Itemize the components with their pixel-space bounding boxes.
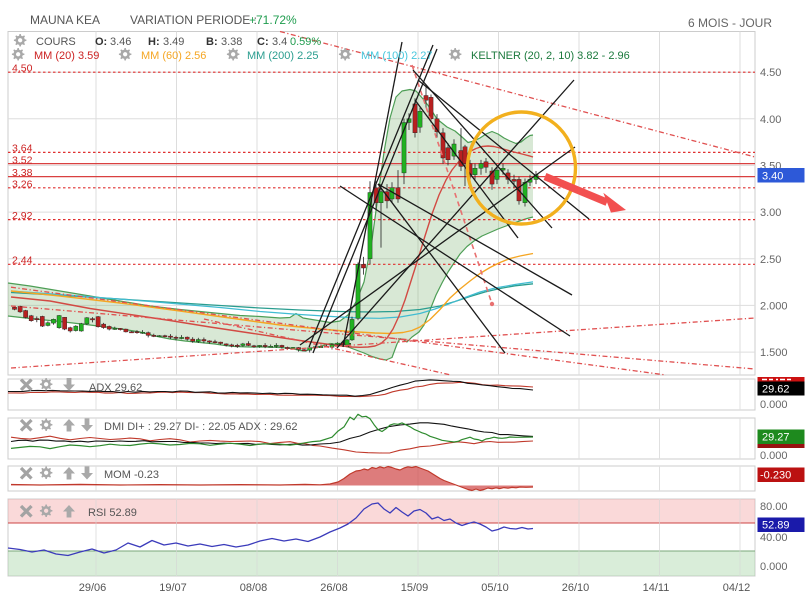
svg-text:0.59%: 0.59% — [290, 36, 321, 48]
svg-text:80.00: 80.00 — [760, 501, 788, 513]
svg-text:52.89: 52.89 — [762, 520, 790, 532]
svg-text:3.38: 3.38 — [12, 167, 33, 179]
svg-text:C:: C: — [257, 36, 269, 48]
svg-text:0.000: 0.000 — [760, 399, 788, 411]
svg-text:3.00: 3.00 — [760, 207, 781, 219]
svg-text:3.4: 3.4 — [272, 36, 287, 48]
svg-text:MM (200) 2.25: MM (200) 2.25 — [247, 50, 319, 62]
svg-text:05/10: 05/10 — [481, 582, 509, 594]
svg-text:2.92: 2.92 — [12, 210, 33, 222]
svg-text:29.62: 29.62 — [762, 384, 790, 396]
svg-text:MM (20) 3.59: MM (20) 3.59 — [34, 50, 99, 62]
svg-text:14/11: 14/11 — [643, 582, 670, 594]
svg-text:26/10: 26/10 — [562, 582, 590, 594]
svg-text:MAUNA KEA: MAUNA KEA — [30, 13, 100, 27]
svg-text:4.50: 4.50 — [12, 63, 33, 75]
svg-text:2.50: 2.50 — [760, 254, 781, 266]
svg-text:2.000: 2.000 — [760, 300, 788, 312]
svg-text:26/08: 26/08 — [320, 582, 348, 594]
svg-text:3.52: 3.52 — [12, 155, 33, 167]
svg-text:3.49: 3.49 — [163, 36, 184, 48]
svg-text:3.38: 3.38 — [221, 36, 242, 48]
svg-text:04/12: 04/12 — [723, 582, 751, 594]
svg-text:3.40: 3.40 — [762, 171, 783, 183]
svg-text:KELTNER (20, 2, 10) 3.82 - 2.: KELTNER (20, 2, 10) 3.82 - 2.96 — [471, 50, 630, 62]
svg-text:29/06: 29/06 — [79, 582, 107, 594]
svg-text:1.500: 1.500 — [760, 347, 788, 359]
svg-text:2.44: 2.44 — [12, 255, 33, 267]
svg-text:0.000: 0.000 — [760, 450, 788, 462]
svg-text:H:: H: — [148, 36, 160, 48]
svg-text:08/08: 08/08 — [240, 582, 268, 594]
svg-text:B:: B: — [206, 36, 218, 48]
svg-text:3.64: 3.64 — [12, 143, 33, 155]
svg-text:DMI DI+ : 29.27 DI- : 22.05 A: DMI DI+ : 29.27 DI- : 22.05 ADX : 29.62 — [104, 421, 298, 433]
svg-text:VARIATION PERIODE :: VARIATION PERIODE : — [130, 13, 257, 27]
svg-text:ADX 29.62: ADX 29.62 — [89, 382, 142, 394]
svg-text:6 MOIS - JOUR: 6 MOIS - JOUR — [688, 16, 772, 30]
svg-text:29.27: 29.27 — [762, 432, 790, 444]
svg-text:+71.72%: +71.72% — [249, 13, 297, 27]
svg-text:-0.230: -0.230 — [760, 470, 791, 482]
svg-text:19/07: 19/07 — [159, 582, 187, 594]
svg-text:MOM -0.23: MOM -0.23 — [104, 469, 159, 481]
svg-text:0.000: 0.000 — [760, 561, 788, 573]
svg-text:COURS: COURS — [36, 36, 76, 48]
svg-text:MM (60) 2.56: MM (60) 2.56 — [141, 50, 206, 62]
svg-text:RSI 52.89: RSI 52.89 — [88, 507, 137, 519]
svg-text:40.00: 40.00 — [760, 532, 788, 544]
svg-text:15/09: 15/09 — [401, 582, 429, 594]
svg-text:3.26: 3.26 — [12, 179, 33, 191]
svg-text:4.50: 4.50 — [760, 67, 781, 79]
svg-text:3.46: 3.46 — [110, 36, 131, 48]
svg-text:O:: O: — [95, 36, 107, 48]
svg-text:MM (100) 2.27: MM (100) 2.27 — [361, 50, 433, 62]
svg-text:4.00: 4.00 — [760, 114, 781, 126]
